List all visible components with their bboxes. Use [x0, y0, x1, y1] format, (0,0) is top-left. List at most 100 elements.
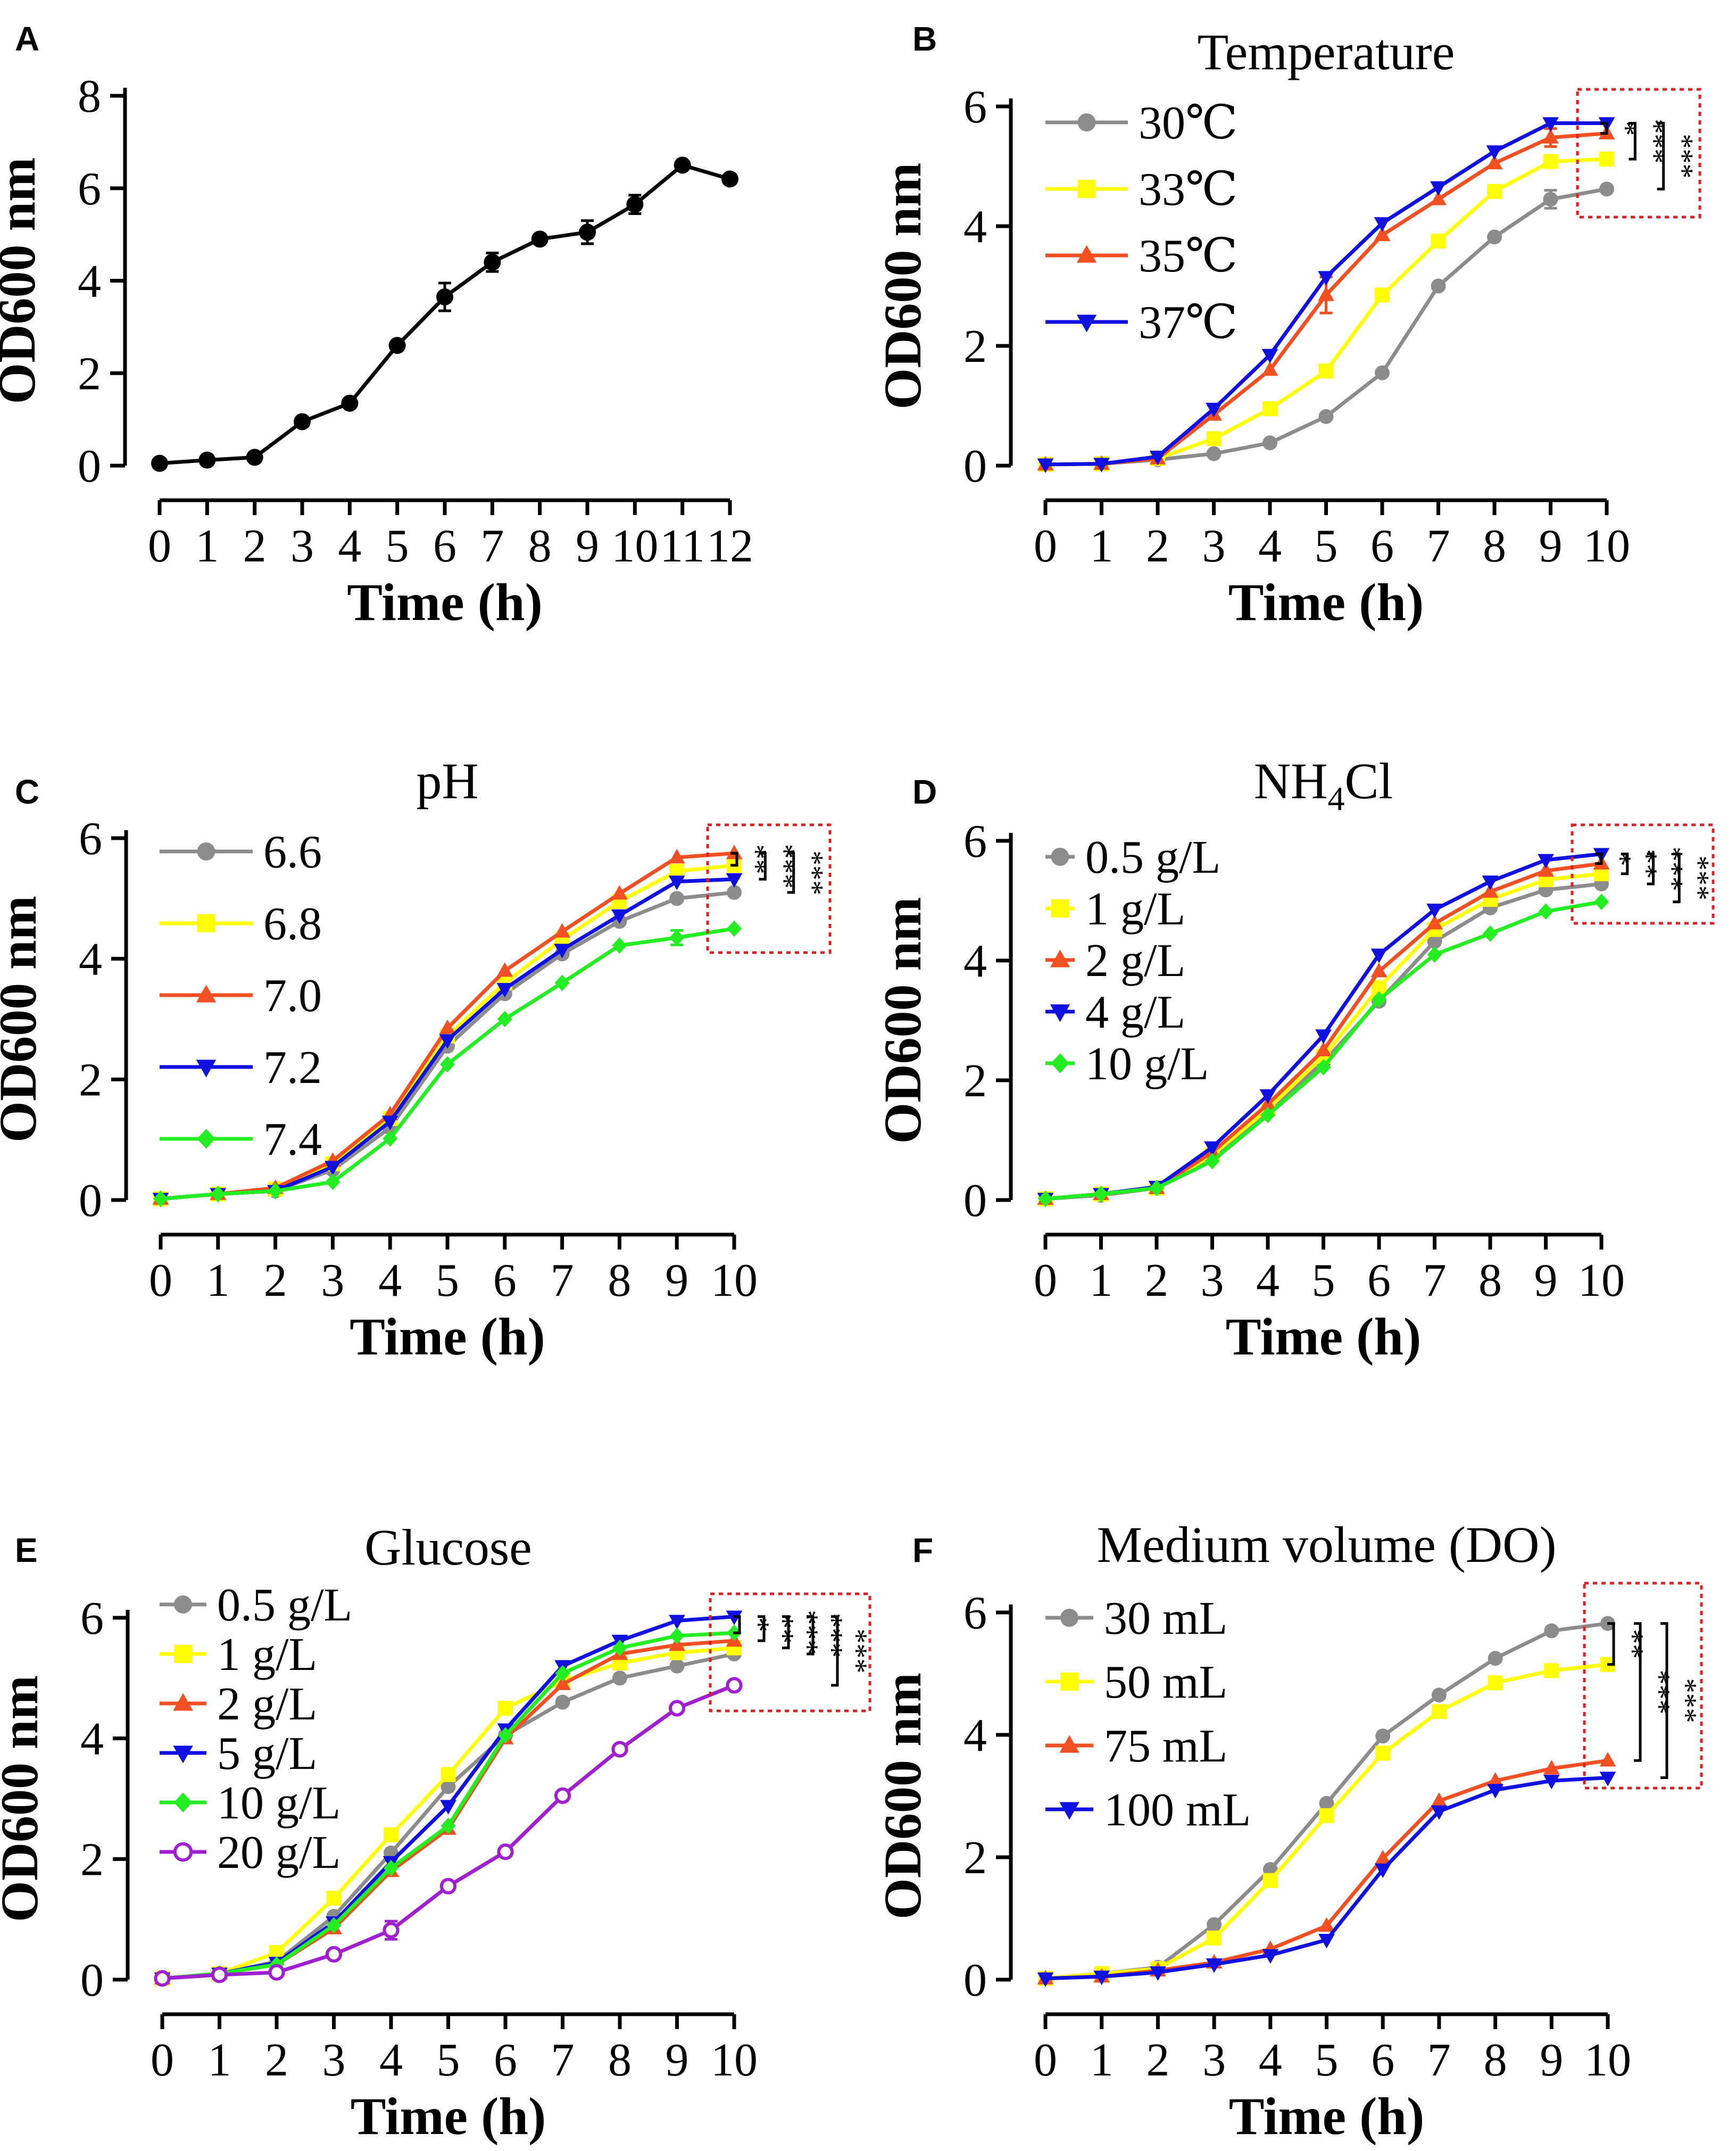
x-tick-label: 4 — [338, 520, 361, 572]
legend-marker — [1060, 1609, 1078, 1627]
x-tick-label: 9 — [1540, 2034, 1563, 2086]
legend-marker — [1077, 180, 1096, 198]
data-point — [211, 1966, 228, 1983]
y-tick-label: 2 — [963, 1055, 987, 1107]
data-point — [294, 413, 311, 431]
x-tick-label: 6 — [494, 2034, 517, 2086]
y-tick-label: 0 — [78, 441, 101, 492]
legend-label: 35℃ — [1139, 230, 1237, 282]
x-tick-label: 7 — [1427, 2034, 1451, 2086]
x-tick-label: 6 — [1367, 1255, 1391, 1306]
data-point — [1319, 1796, 1334, 1811]
significance-bracket — [1657, 122, 1665, 191]
x-tick-label: 9 — [576, 520, 599, 572]
x-tick-label: 7 — [480, 520, 504, 572]
legend-marker — [197, 842, 215, 861]
data-point — [484, 253, 501, 271]
significance-bracket — [782, 1615, 790, 1650]
data-point — [1262, 435, 1277, 451]
y-tick-label: 4 — [80, 1714, 104, 1765]
data-point — [1487, 1784, 1504, 1799]
series-10-g-l — [1038, 894, 1609, 1207]
series-30- — [1038, 181, 1614, 472]
data-point — [1488, 1651, 1503, 1666]
data-point — [1261, 361, 1278, 376]
legend-label: 30℃ — [1139, 97, 1237, 149]
legend-label: 7.0 — [263, 970, 322, 1022]
y-tick-label: 2 — [963, 1832, 987, 1884]
significance-label: *** — [796, 850, 829, 895]
x-tick-label: 0 — [1034, 2034, 1057, 2086]
legend-marker — [1077, 113, 1096, 131]
significance-label: *** — [1666, 134, 1699, 178]
x-tick-label: 8 — [1478, 1255, 1502, 1306]
legend-label: 6.8 — [263, 898, 322, 950]
data-point — [384, 1859, 398, 1876]
data-point — [554, 944, 570, 958]
legend-marker — [174, 1792, 192, 1813]
legend-label: 100 mL — [1104, 1784, 1251, 1836]
x-tick-label: 9 — [1539, 520, 1563, 572]
legend-entry: 30 mL — [1045, 1593, 1227, 1644]
x-tick-label: 4 — [378, 1255, 402, 1306]
data-point — [1093, 1186, 1109, 1203]
x-tick-label: 2 — [265, 2034, 288, 2086]
x-axis-label: Time (h) — [1228, 573, 1424, 632]
chart-title: Temperature — [1198, 23, 1455, 80]
legend-entry: 6.8 — [160, 898, 322, 950]
x-tick-label: 7 — [551, 2034, 575, 2086]
data-point — [1318, 1934, 1335, 1949]
data-point — [1093, 458, 1110, 473]
x-tick-label: 8 — [528, 520, 552, 572]
panel-letter: D — [912, 773, 937, 811]
data-point — [579, 224, 596, 241]
x-tick-label: 9 — [1534, 1255, 1558, 1306]
legend-marker — [197, 1129, 215, 1149]
legend-label: 0.5 g/L — [217, 1579, 352, 1631]
x-tick-label: 1 — [206, 1255, 230, 1306]
legend-entry: 35℃ — [1045, 230, 1237, 282]
data-point — [1542, 129, 1559, 144]
data-point — [439, 1034, 456, 1049]
x-tick-label: 7 — [551, 1255, 574, 1306]
x-tick-label: 5 — [1315, 2034, 1339, 2086]
legend-entry: 2 g/L — [160, 1678, 317, 1730]
legend-entry: 1 g/L — [1045, 883, 1185, 935]
y-tick-label: 6 — [79, 813, 102, 865]
x-tick-label: 0 — [148, 520, 171, 572]
legend-marker — [1051, 899, 1069, 917]
data-point — [441, 1767, 456, 1782]
x-tick-label: 4 — [1258, 520, 1282, 572]
data-point — [674, 156, 691, 174]
data-point — [1431, 1792, 1448, 1807]
y-tick-label: 0 — [963, 1175, 987, 1227]
legend-label: 0.5 g/L — [1085, 832, 1220, 883]
legend-entry: 6.6 — [160, 826, 322, 878]
x-tick-label: 0 — [1034, 520, 1057, 572]
x-tick-label: 7 — [1423, 1255, 1447, 1306]
series-7-0 — [152, 845, 743, 1205]
x-tick-label: 3 — [321, 1255, 344, 1306]
data-point — [669, 891, 685, 906]
panel-letter: A — [15, 20, 39, 58]
data-point — [1486, 154, 1503, 170]
x-tick-label: 12 — [707, 520, 753, 572]
data-point — [268, 1964, 285, 1981]
significance-bracket — [1595, 853, 1603, 865]
data-point — [1038, 1190, 1053, 1207]
series-50-ml — [1038, 1657, 1615, 1986]
x-tick-label: 8 — [1484, 2034, 1507, 2086]
data-point — [1374, 1850, 1391, 1865]
y-tick-label: 0 — [963, 441, 987, 492]
x-tick-label: 10 — [711, 2034, 758, 2086]
title-subscript: 4 — [1327, 780, 1344, 817]
data-point — [555, 1665, 570, 1682]
data-point — [1262, 1949, 1279, 1964]
y-tick-label: 2 — [79, 1054, 102, 1106]
legend-entry: 7.2 — [160, 1042, 322, 1094]
chart-title: Glucose — [364, 1519, 532, 1576]
x-axis-label: Time (h) — [1229, 2087, 1425, 2146]
data-point — [154, 1970, 171, 1987]
